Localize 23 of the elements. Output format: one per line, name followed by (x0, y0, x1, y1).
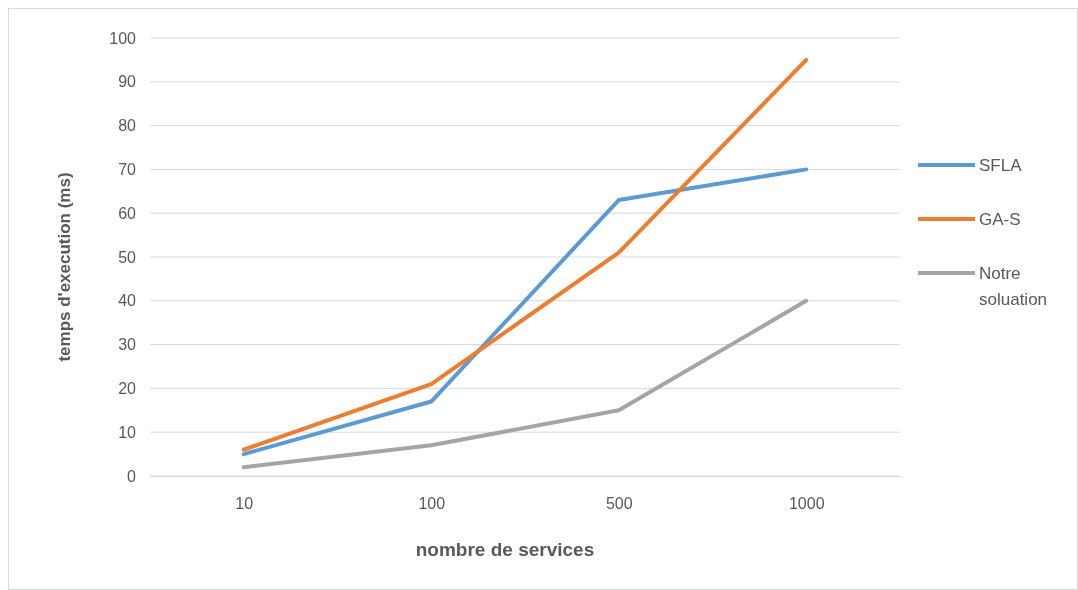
x-tick-label: 100 (418, 495, 446, 513)
x-axis-title: nombre de services (415, 539, 595, 560)
line-series (241, 167, 809, 457)
x-tick-label: 10 (235, 495, 254, 513)
y-tick-label: 90 (118, 73, 137, 91)
y-tick-label: 50 (118, 248, 137, 266)
legend-label: GA-S (979, 210, 1021, 229)
y-tick-label: 0 (127, 467, 137, 485)
y-tick-label: 30 (118, 336, 137, 354)
y-tick-label: 20 (118, 380, 137, 398)
line-series (241, 298, 809, 470)
y-tick-label: 70 (118, 161, 137, 179)
y-axis-title: temps d'execution (ms) (55, 172, 74, 362)
legend-label: Notre soluation (979, 264, 1048, 309)
y-tick-label: 100 (109, 29, 137, 47)
x-tick-label: 500 (605, 495, 633, 513)
legend-label: SFLA (979, 156, 1023, 175)
y-tick-label: 10 (118, 423, 137, 441)
y-tick-label: 80 (118, 117, 137, 135)
y-tick-label: 60 (118, 204, 137, 222)
y-tick-label: 40 (118, 292, 137, 310)
x-tick-label: 1000 (788, 495, 825, 513)
line-series (241, 57, 809, 452)
